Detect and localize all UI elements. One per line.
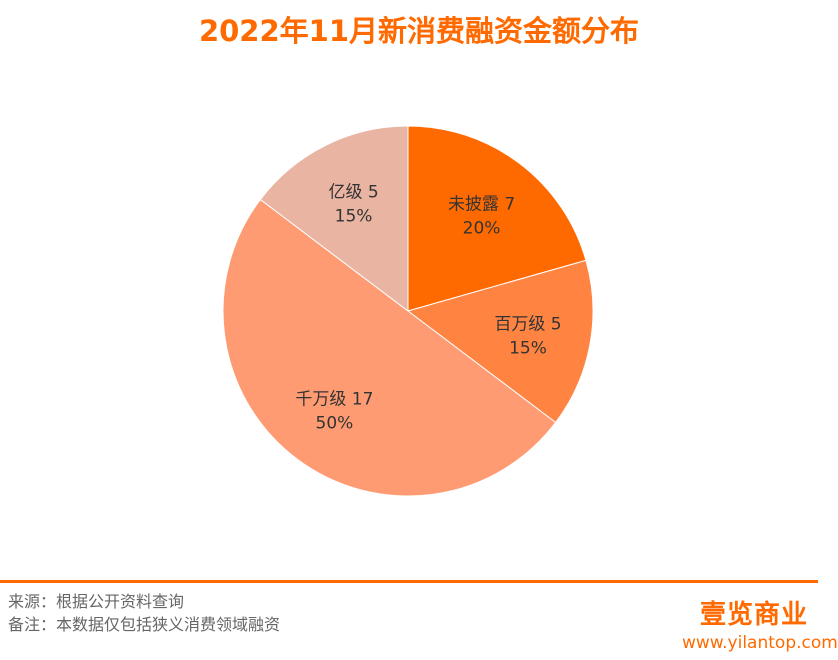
brand-url: www.yilantop.com — [682, 633, 838, 653]
brand-logo: 壹览商业 — [700, 600, 809, 630]
slice-percent: 15% — [335, 207, 373, 227]
slice-label: 千万级 17 — [295, 389, 373, 409]
footer-divider — [0, 580, 818, 583]
slice-percent: 15% — [509, 338, 547, 358]
pie-slice-2 — [222, 198, 557, 497]
slice-percent: 20% — [463, 219, 501, 239]
pie-chart: 未披露 7 20% 百万级 5 15% 千万级 17 50% 亿级 5 15% — [222, 125, 594, 497]
pie-slice-0 — [407, 125, 587, 312]
chart-title: 2022年11月新消费融资金额分布 — [198, 14, 640, 48]
pie-slice-3 — [259, 125, 409, 313]
remark-note: 备注：本数据仅包括狭义消费领域融资 — [8, 615, 281, 634]
slice-label: 百万级 5 — [494, 314, 561, 334]
slice-percent: 50% — [316, 413, 354, 433]
slice-label: 未披露 7 — [448, 195, 515, 215]
source-note: 来源：根据公开资料查询 — [8, 592, 185, 611]
pie-slice-1 — [406, 259, 594, 424]
slice-label: 亿级 5 — [328, 183, 378, 203]
